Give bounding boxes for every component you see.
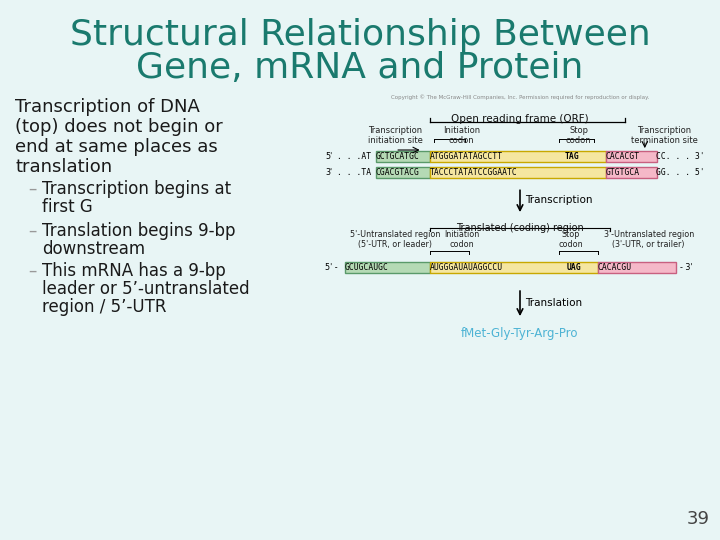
Text: CACACGU: CACACGU xyxy=(598,262,632,272)
Text: . . .AT: . . .AT xyxy=(337,152,371,161)
Text: This mRNA has a 9-bp: This mRNA has a 9-bp xyxy=(42,262,226,280)
Text: –: – xyxy=(28,180,37,198)
Text: Open reading frame (ORF): Open reading frame (ORF) xyxy=(451,114,589,124)
Text: 3': 3' xyxy=(325,168,332,177)
Text: GG. . . 5': GG. . . 5' xyxy=(657,168,706,177)
Text: Transcription begins at: Transcription begins at xyxy=(42,180,231,198)
FancyBboxPatch shape xyxy=(431,151,606,162)
FancyBboxPatch shape xyxy=(431,167,606,178)
Text: GCUGCAUGC: GCUGCAUGC xyxy=(344,262,388,272)
Text: CC. . . 3': CC. . . 3' xyxy=(657,152,706,161)
Text: Transcription: Transcription xyxy=(525,195,593,205)
Text: 3'-Untranslated region
(3'-UTR, or trailer): 3'-Untranslated region (3'-UTR, or trail… xyxy=(603,230,694,249)
Text: 39: 39 xyxy=(687,510,710,528)
Text: Translated (coding) region: Translated (coding) region xyxy=(456,223,584,233)
Text: UAG: UAG xyxy=(567,262,582,272)
FancyBboxPatch shape xyxy=(606,151,657,162)
FancyBboxPatch shape xyxy=(376,167,431,178)
Text: Transcription of DNA: Transcription of DNA xyxy=(15,98,200,116)
Text: 5' -: 5' - xyxy=(325,262,338,272)
Text: TACCCTATATCCGGAATC: TACCCTATATCCGGAATC xyxy=(431,168,518,177)
Text: GTGTGCA: GTGTGCA xyxy=(606,168,640,177)
Text: Stop
codon: Stop codon xyxy=(566,126,591,145)
Text: - 3': - 3' xyxy=(680,262,693,272)
Text: Translation begins 9-bp: Translation begins 9-bp xyxy=(42,222,235,240)
Text: fMet-Gly-Tyr-Arg-Pro: fMet-Gly-Tyr-Arg-Pro xyxy=(462,327,579,340)
Text: Transcription
termination site: Transcription termination site xyxy=(631,126,698,145)
Text: –: – xyxy=(28,222,37,240)
Text: 5'-Untranslated region
(5'-UTR, or leader): 5'-Untranslated region (5'-UTR, or leade… xyxy=(350,230,441,249)
Text: AUGGGAUAUAGGCCU: AUGGGAUAUAGGCCU xyxy=(431,262,503,272)
Text: Structural Relationship Between: Structural Relationship Between xyxy=(70,18,650,52)
FancyBboxPatch shape xyxy=(431,261,598,273)
Text: leader or 5’-untranslated: leader or 5’-untranslated xyxy=(42,280,250,298)
FancyBboxPatch shape xyxy=(606,167,657,178)
Text: Copyright © The McGraw-Hill Companies, Inc. Permission required for reproduction: Copyright © The McGraw-Hill Companies, I… xyxy=(391,94,649,100)
Text: Stop
codon: Stop codon xyxy=(559,230,583,249)
Text: CGACGTACG: CGACGTACG xyxy=(376,168,420,177)
Text: . . .TA: . . .TA xyxy=(337,168,371,177)
Text: 5': 5' xyxy=(325,152,332,161)
Text: first G: first G xyxy=(42,198,93,216)
Text: TAG: TAG xyxy=(565,152,580,161)
Text: Transcription
initiation site: Transcription initiation site xyxy=(368,126,423,145)
Text: (top) does not begin or: (top) does not begin or xyxy=(15,118,222,136)
Text: Initiation
codon: Initiation codon xyxy=(443,126,480,145)
Text: –: – xyxy=(28,262,37,280)
Text: translation: translation xyxy=(15,158,112,176)
Text: end at same places as: end at same places as xyxy=(15,138,217,156)
Text: downstream: downstream xyxy=(42,240,145,258)
FancyBboxPatch shape xyxy=(344,261,431,273)
Text: Initiation
codon: Initiation codon xyxy=(444,230,479,249)
Text: ATGGGATATAGCCTT: ATGGGATATAGCCTT xyxy=(431,152,503,161)
Text: Gene, mRNA and Protein: Gene, mRNA and Protein xyxy=(136,51,584,85)
Text: CACACGT: CACACGT xyxy=(606,152,640,161)
FancyBboxPatch shape xyxy=(376,151,431,162)
Text: region / 5’-UTR: region / 5’-UTR xyxy=(42,298,166,316)
FancyBboxPatch shape xyxy=(598,261,676,273)
Text: GCTGCATGC: GCTGCATGC xyxy=(376,152,420,161)
Text: Translation: Translation xyxy=(525,298,582,308)
